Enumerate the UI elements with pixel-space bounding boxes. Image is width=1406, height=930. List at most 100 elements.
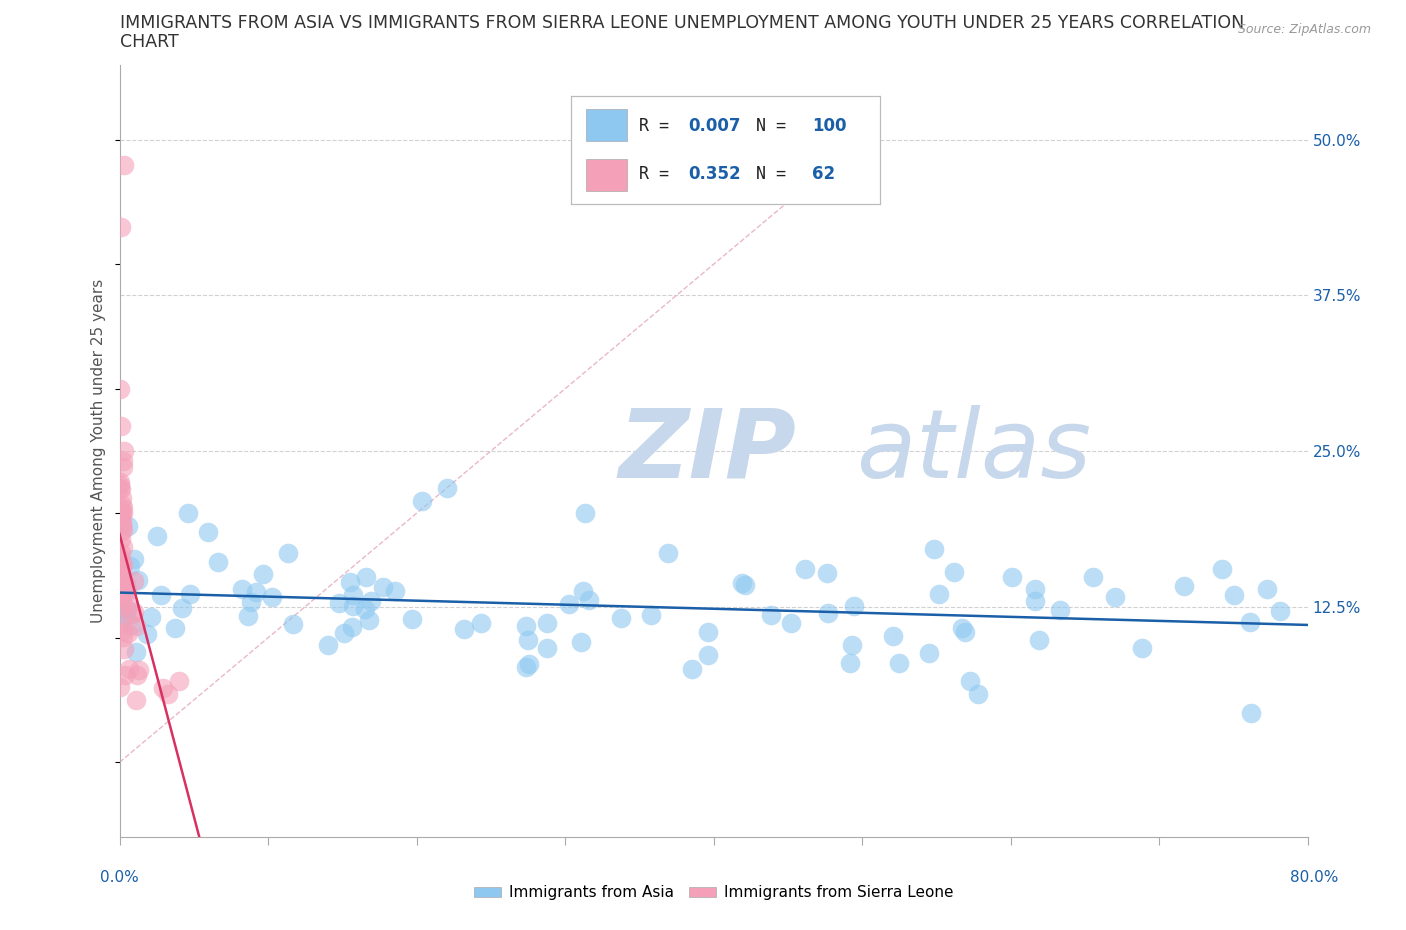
Point bbox=[1049, 602, 1071, 617]
Point bbox=[697, 625, 720, 640]
Point bbox=[887, 656, 910, 671]
Point bbox=[333, 626, 356, 641]
Point bbox=[110, 506, 132, 521]
Point bbox=[578, 592, 600, 607]
Point bbox=[111, 539, 134, 554]
Point bbox=[536, 616, 558, 631]
Point bbox=[918, 645, 941, 660]
Point bbox=[112, 500, 135, 515]
Point bbox=[928, 587, 950, 602]
Point bbox=[112, 444, 135, 458]
Point bbox=[281, 617, 304, 631]
Point bbox=[110, 546, 132, 561]
Point bbox=[207, 555, 229, 570]
Point bbox=[1104, 590, 1126, 604]
Point bbox=[245, 584, 267, 599]
Point bbox=[111, 558, 134, 573]
Point bbox=[112, 623, 135, 638]
Point bbox=[411, 494, 433, 509]
Point bbox=[838, 655, 860, 670]
Point bbox=[239, 594, 262, 609]
Point bbox=[610, 610, 633, 625]
Point bbox=[108, 474, 131, 489]
Point bbox=[1240, 705, 1263, 720]
Point bbox=[515, 618, 537, 633]
Point bbox=[110, 560, 132, 575]
Point bbox=[1001, 569, 1024, 584]
Point bbox=[118, 661, 141, 676]
Point bbox=[950, 621, 973, 636]
Point bbox=[959, 674, 981, 689]
Point bbox=[125, 668, 148, 683]
Point bbox=[110, 219, 132, 234]
Point bbox=[112, 600, 135, 615]
Point bbox=[815, 565, 838, 580]
Point bbox=[339, 575, 361, 590]
Point bbox=[115, 582, 138, 597]
Point bbox=[354, 602, 377, 617]
Text: 0.0%: 0.0% bbox=[100, 870, 139, 884]
Point bbox=[108, 564, 131, 578]
Point bbox=[197, 525, 219, 539]
Point bbox=[515, 660, 537, 675]
Point bbox=[110, 578, 132, 592]
Point bbox=[793, 562, 815, 577]
Text: IMMIGRANTS FROM ASIA VS IMMIGRANTS FROM SIERRA LEONE UNEMPLOYMENT AMONG YOUTH UN: IMMIGRANTS FROM ASIA VS IMMIGRANTS FROM … bbox=[120, 14, 1244, 32]
Point bbox=[841, 638, 863, 653]
Point bbox=[572, 584, 595, 599]
Point bbox=[108, 477, 131, 492]
Point bbox=[156, 686, 179, 701]
Point bbox=[342, 588, 364, 603]
Text: ZIP: ZIP bbox=[619, 405, 796, 498]
Point bbox=[179, 587, 201, 602]
Point bbox=[569, 634, 592, 649]
Point bbox=[125, 644, 148, 659]
Point bbox=[110, 605, 132, 620]
Point bbox=[111, 524, 134, 538]
Point bbox=[1083, 569, 1105, 584]
Point bbox=[354, 569, 377, 584]
Point bbox=[1239, 614, 1261, 629]
Point bbox=[121, 606, 143, 621]
Point bbox=[640, 607, 662, 622]
Point bbox=[112, 642, 135, 657]
Text: 80.0%: 80.0% bbox=[1291, 870, 1339, 884]
Point bbox=[111, 498, 134, 512]
Point bbox=[112, 459, 135, 474]
Point bbox=[1268, 604, 1291, 618]
Point bbox=[146, 529, 169, 544]
Point bbox=[120, 559, 142, 574]
Point bbox=[384, 584, 406, 599]
Point bbox=[681, 661, 703, 676]
Point bbox=[114, 586, 136, 601]
Text: CHART: CHART bbox=[120, 33, 179, 50]
Point bbox=[141, 610, 163, 625]
Point bbox=[516, 632, 538, 647]
Point bbox=[943, 565, 966, 579]
Point bbox=[150, 588, 173, 603]
Point bbox=[172, 601, 194, 616]
Point bbox=[453, 621, 475, 636]
Point bbox=[1024, 593, 1046, 608]
Point bbox=[967, 686, 990, 701]
Point bbox=[117, 518, 139, 533]
Point bbox=[761, 608, 783, 623]
Point bbox=[340, 619, 363, 634]
Point bbox=[108, 679, 131, 694]
Point bbox=[118, 597, 141, 612]
Point bbox=[108, 550, 131, 565]
Point bbox=[436, 481, 458, 496]
Point bbox=[163, 620, 186, 635]
Point bbox=[557, 596, 579, 611]
Point bbox=[111, 595, 134, 610]
Point bbox=[817, 605, 839, 620]
Point bbox=[371, 579, 394, 594]
Point bbox=[122, 574, 145, 589]
Point bbox=[112, 630, 135, 644]
Point bbox=[110, 598, 132, 613]
Point bbox=[231, 581, 253, 596]
Point bbox=[110, 531, 132, 546]
Point bbox=[114, 668, 136, 683]
Point bbox=[120, 618, 142, 632]
Point bbox=[117, 626, 139, 641]
